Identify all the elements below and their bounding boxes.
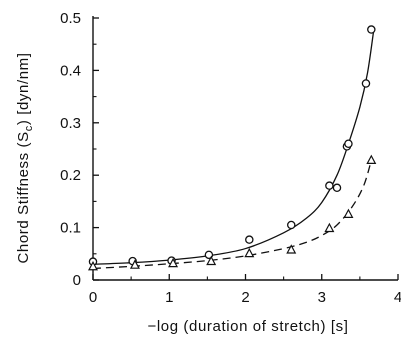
- triangle-data-point: [244, 247, 255, 258]
- x-tick-label: 3: [318, 289, 326, 306]
- triangle-data-point: [168, 257, 179, 268]
- y-tick-label: 0.1: [60, 220, 81, 237]
- circle-data-point: [245, 235, 254, 244]
- circle-data-point: [332, 183, 342, 193]
- x-tick-label: 1: [165, 289, 173, 306]
- x-tick-label: 4: [394, 289, 401, 306]
- circle-data-point: [286, 220, 296, 230]
- y-axis-label: Chord Stiffness (Sc) [dyn/nm]: [15, 52, 35, 263]
- y-axis-label-main: Chord Stiffness (S: [15, 131, 32, 263]
- circle-data-point: [344, 139, 353, 149]
- circle-data-point: [325, 181, 334, 190]
- x-tick-label: 2: [241, 289, 249, 306]
- circle-data-point: [367, 25, 376, 34]
- triangle-data-point: [129, 259, 140, 269]
- y-tick-label: 0: [73, 272, 81, 289]
- y-tick-label: 0.3: [60, 115, 81, 132]
- triangle-data-point: [286, 244, 297, 254]
- axes: [92, 16, 399, 281]
- y-axis-label-tail: ) [dyn/nm]: [15, 52, 32, 125]
- x-axis-label: −log (duration of stretch) [s]: [147, 318, 348, 335]
- triangle-data-point: [343, 208, 354, 218]
- y-axis-label-subscript: c: [23, 125, 35, 131]
- fit-lines: [92, 31, 375, 270]
- triangle-data-point: [206, 255, 217, 266]
- triangle-data-point: [88, 260, 98, 271]
- fit-curve-dashed: [92, 160, 372, 270]
- data-points: [88, 25, 377, 271]
- y-tick-label: 0.4: [60, 62, 81, 79]
- x-tick-label: 0: [89, 289, 97, 306]
- circle-data-point: [361, 79, 371, 88]
- triangle-data-point: [366, 154, 377, 164]
- y-tick-label: 0.5: [60, 10, 81, 27]
- circle-data-point: [204, 250, 214, 260]
- triangle-data-point: [324, 222, 335, 233]
- tick-labels: 0 1 2 3 4 0 0.1 0.2 0.3 0.4 0.5: [60, 10, 401, 306]
- y-tick-label: 0.2: [60, 167, 81, 184]
